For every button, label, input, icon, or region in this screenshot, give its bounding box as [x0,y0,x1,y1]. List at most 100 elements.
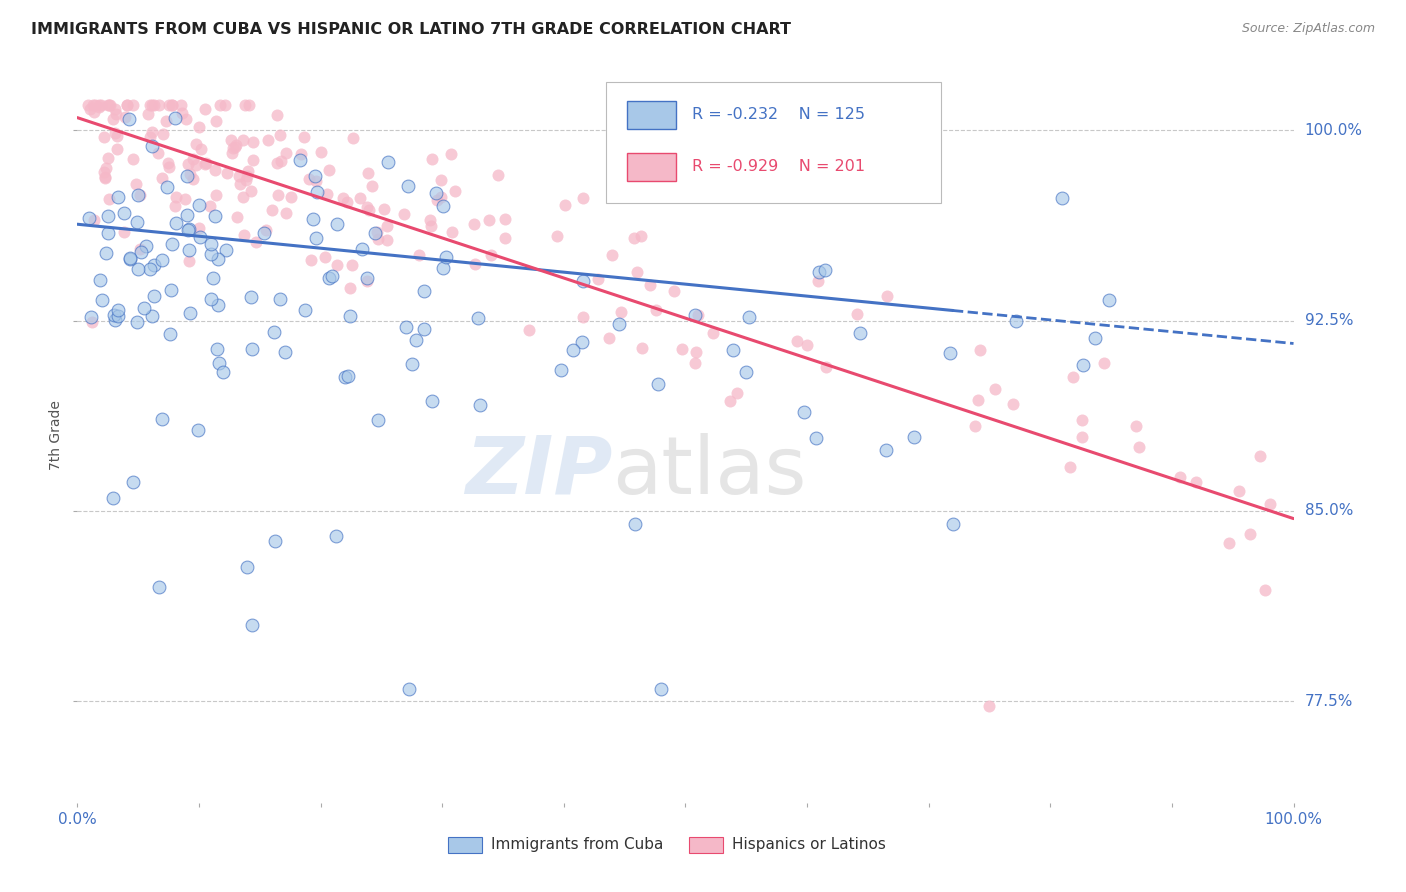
Text: R = -0.232    N = 125: R = -0.232 N = 125 [692,107,865,122]
Point [177,157,200,171]
Point [1218,536,1240,550]
Point [118,252,141,267]
Point [89,98,111,112]
Point [373,202,395,217]
Point [98,98,121,112]
Point [571,310,593,325]
Point [419,219,441,233]
Point [267,188,290,202]
Point [1052,191,1074,205]
Point [195,156,218,170]
Point [222,141,245,155]
Point [494,231,516,245]
Point [725,386,748,401]
Point [225,137,247,152]
Point [90,293,112,307]
Point [624,516,647,531]
Point [177,244,200,258]
Point [598,331,620,345]
Point [432,261,454,276]
Point [217,166,239,180]
Point [80,310,103,325]
Point [232,228,254,243]
Point [876,289,898,303]
Point [939,346,962,360]
Text: 77.5%: 77.5% [1305,694,1353,709]
Point [804,432,827,446]
Point [441,226,464,240]
Point [112,225,135,239]
Point [232,190,254,204]
Point [187,198,209,212]
Point [685,344,707,359]
Point [626,265,648,279]
Point [190,142,212,156]
Point [470,398,492,412]
Point [1071,430,1094,444]
Point [305,174,328,188]
Point [263,534,285,549]
Point [188,230,211,244]
Point [808,265,831,279]
Point [204,187,226,202]
Point [139,130,162,145]
Point [274,345,297,359]
Point [97,209,120,223]
Point [304,230,326,244]
Point [294,303,316,318]
Point [94,170,117,185]
Text: IMMIGRANTS FROM CUBA VS HISPANIC OR LATINO 7TH GRADE CORRELATION CHART: IMMIGRANTS FROM CUBA VS HISPANIC OR LATI… [31,22,792,37]
Point [650,681,672,696]
Point [479,248,502,262]
Point [377,154,399,169]
Point [204,210,226,224]
Point [426,194,449,208]
Point [142,258,165,272]
Point [554,198,576,212]
Point [242,342,264,356]
Point [849,326,872,340]
Point [202,271,225,285]
Point [349,191,371,205]
Point [546,229,568,244]
Point [356,274,378,288]
Point [141,138,163,153]
Point [165,111,187,125]
Point [157,155,180,169]
Point [984,382,1007,396]
Point [254,222,277,236]
Point [77,98,100,112]
Point [232,133,254,147]
Text: atlas: atlas [613,433,807,510]
Point [486,168,509,182]
Point [718,394,741,409]
Text: 92.5%: 92.5% [1305,313,1353,328]
Point [129,245,152,260]
Text: Immigrants from Cuba: Immigrants from Cuba [491,838,664,852]
Point [77,211,100,226]
Text: Hispanics or Latinos: Hispanics or Latinos [731,838,886,852]
Point [233,98,256,112]
Text: ZIP: ZIP [465,433,613,510]
Point [263,325,285,339]
Point [367,413,389,427]
Point [200,237,222,252]
Point [107,309,129,323]
Point [342,131,364,145]
Point [600,248,623,262]
Point [321,268,343,283]
Point [107,190,129,204]
Point [135,239,157,253]
Point [238,98,260,112]
Bar [689,837,723,853]
Point [332,191,354,205]
Point [143,289,166,303]
Point [150,412,173,426]
Point [176,169,198,183]
Point [141,125,163,139]
Bar [627,102,676,129]
Point [118,112,141,127]
Point [184,136,207,151]
Point [735,366,758,380]
Point [179,306,201,320]
